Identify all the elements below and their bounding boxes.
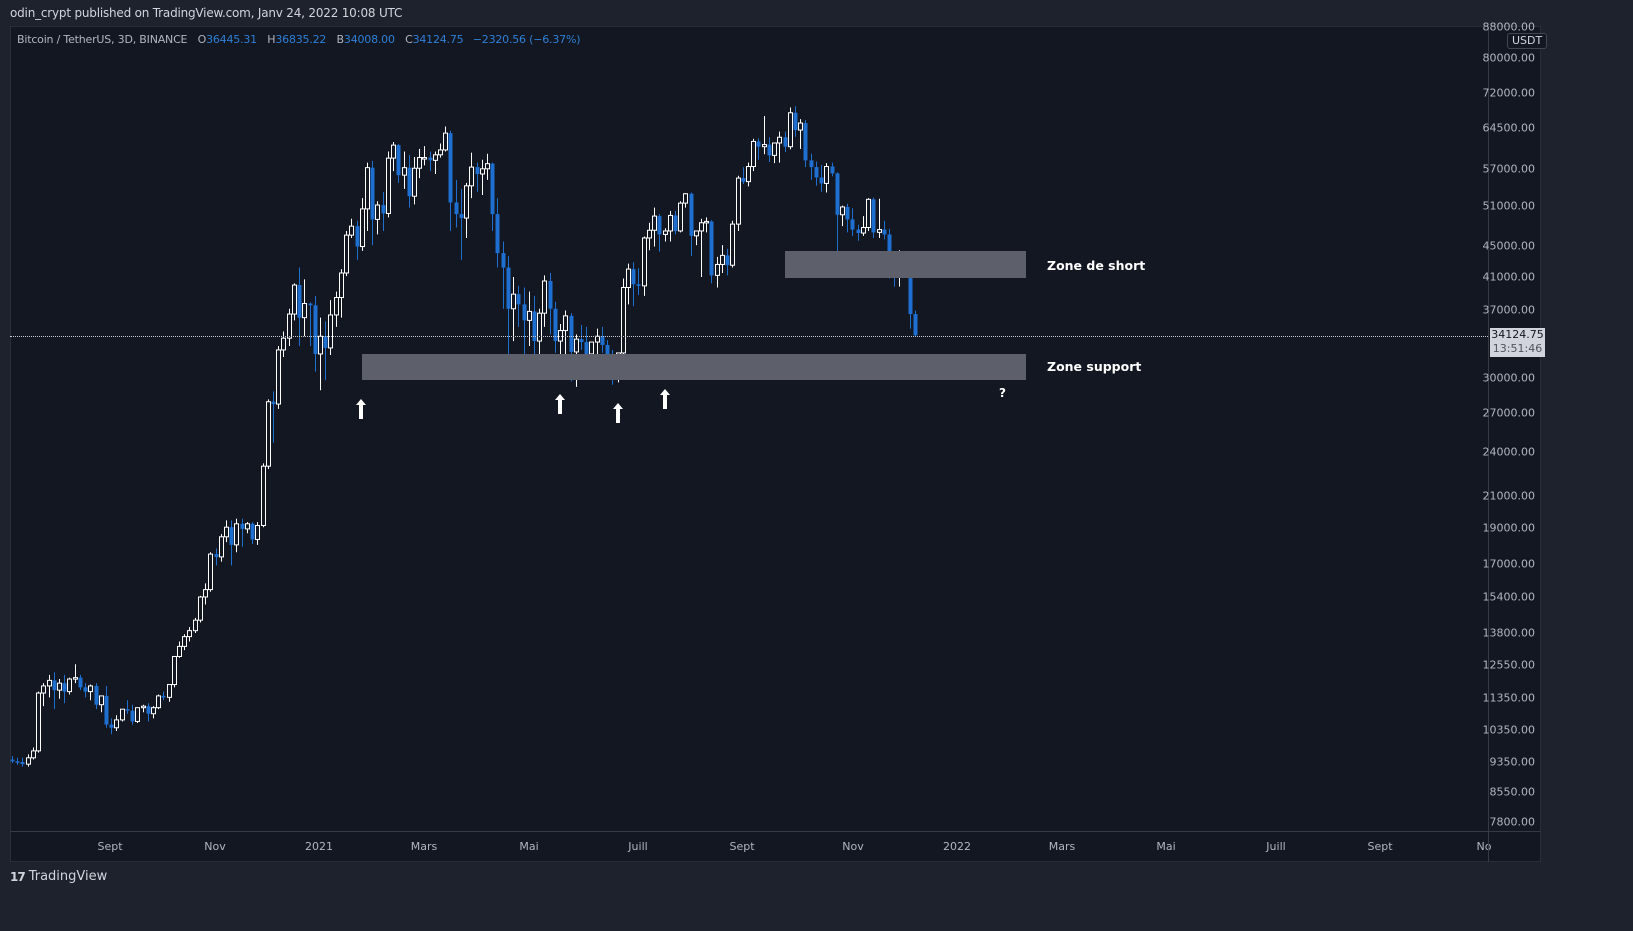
time-tick: 2022 <box>943 840 971 853</box>
symbol-title[interactable]: Bitcoin / TetherUS, 3D, BINANCE <box>17 33 188 46</box>
price-axis[interactable]: 88000.00 80000.00 72000.00 64500.00 57000.00… <box>1483 21 1541 831</box>
arrow-up-icon[interactable] <box>554 393 566 415</box>
time-tick: Mars <box>1048 840 1076 853</box>
high-value: 36835.22 <box>275 33 327 46</box>
price-tick: 17000.00 <box>1482 557 1536 571</box>
price-tick: 11350.00 <box>1482 691 1536 705</box>
zone-support-label[interactable]: Zone support <box>1047 359 1142 374</box>
zone-support-rect[interactable] <box>362 354 1026 380</box>
tradingview-logo-icon: 17 <box>10 869 26 884</box>
chart-frame <box>10 26 1541 862</box>
price-tick: 64500.00 <box>1482 121 1536 135</box>
question-mark-annotation[interactable]: ? <box>999 386 1006 400</box>
price-tick: 10350.00 <box>1482 723 1536 737</box>
price-tick: 57000.00 <box>1482 162 1536 176</box>
last-price-label: 34124.75 13:51:46 <box>1490 328 1545 357</box>
price-tick: 51000.00 <box>1482 199 1536 213</box>
time-tick: No <box>1476 840 1492 853</box>
price-tick: 41000.00 <box>1482 270 1536 284</box>
time-tick: Juill <box>1266 840 1286 853</box>
price-tick: 80000.00 <box>1482 51 1536 65</box>
time-tick: Nov <box>204 840 226 853</box>
price-tick: 88000.00 <box>1482 20 1536 34</box>
price-tick: 15400.00 <box>1482 590 1536 604</box>
low-value: 34008.00 <box>343 33 395 46</box>
axis-corner <box>1488 831 1541 862</box>
time-axis[interactable]: Sept Nov 2021 Mars Mai Juill Sept Nov 2022 Mars Ma… <box>10 831 1491 862</box>
time-tick: Mars <box>410 840 438 853</box>
time-tick: 2021 <box>305 840 333 853</box>
zone-short-label[interactable]: Zone de short <box>1047 258 1146 273</box>
time-tick: Juill <box>628 840 648 853</box>
price-tick: 37000.00 <box>1482 303 1536 317</box>
time-tick: Sept <box>729 840 755 853</box>
time-tick: Sept <box>97 840 123 853</box>
bar-countdown: 13:51:46 <box>1492 342 1543 355</box>
time-tick: Sept <box>1367 840 1393 853</box>
zone-short-rect[interactable] <box>785 251 1026 278</box>
price-tick: 24000.00 <box>1482 445 1536 459</box>
currency-badge[interactable]: USDT <box>1507 33 1548 49</box>
time-tick: Nov <box>842 840 864 853</box>
time-tick: Mai <box>519 840 539 853</box>
price-tick: 8550.00 <box>1489 785 1536 799</box>
change-value: −2320.56 (−6.37%) <box>472 33 581 46</box>
symbol-legend: Bitcoin / TetherUS, 3D, BINANCE O36445.3… <box>17 33 581 46</box>
price-tick: 45000.00 <box>1482 239 1536 253</box>
price-tick: 72000.00 <box>1482 86 1536 100</box>
arrow-up-icon[interactable] <box>355 398 367 420</box>
price-tick: 12550.00 <box>1482 658 1536 672</box>
open-value: 36445.31 <box>206 33 257 46</box>
close-value: 34124.75 <box>412 33 464 46</box>
arrow-up-icon[interactable] <box>659 388 671 410</box>
chart-plot-area[interactable] <box>10 27 1488 831</box>
brand-name: TradingView <box>28 869 108 884</box>
price-tick: 27000.00 <box>1482 406 1536 420</box>
arrow-up-icon[interactable] <box>612 402 624 424</box>
last-price-line <box>10 336 1488 337</box>
price-tick: 13800.00 <box>1482 626 1536 640</box>
price-tick: 7800.00 <box>1489 815 1536 829</box>
tradingview-footer: 17 TradingView <box>10 869 107 884</box>
publisher-caption: odin_crypt published on TradingView.com,… <box>10 6 403 20</box>
price-tick: 19000.00 <box>1482 521 1536 535</box>
time-tick: Mai <box>1156 840 1176 853</box>
price-tick: 9350.00 <box>1489 755 1536 769</box>
candlestick-series <box>10 106 918 767</box>
price-tick: 30000.00 <box>1482 371 1536 385</box>
price-tick: 21000.00 <box>1482 489 1536 503</box>
